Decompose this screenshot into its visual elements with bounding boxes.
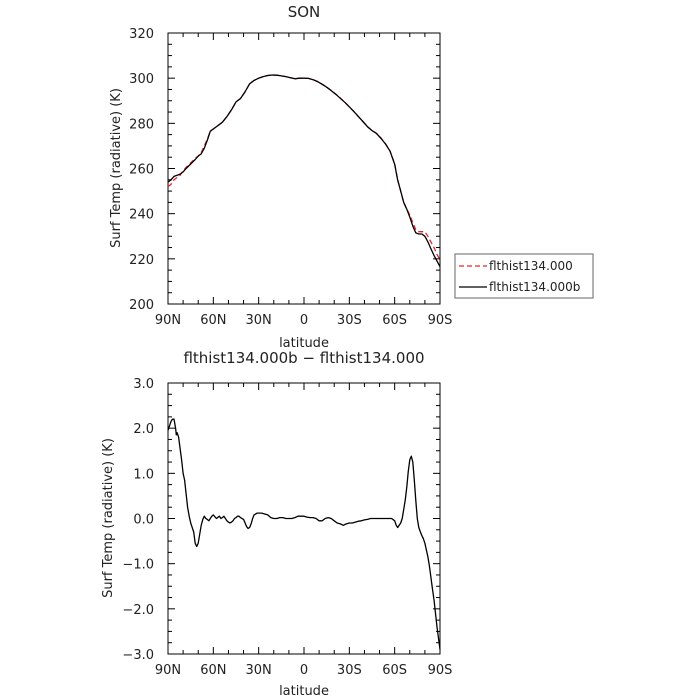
chart2-ytick-label: −3.0 xyxy=(122,648,154,663)
chart1-xtick-label: 30S xyxy=(337,313,362,328)
legend-frame xyxy=(454,253,594,299)
chart2-series-difference xyxy=(167,418,441,650)
chart2-xtick-label: 30S xyxy=(337,663,362,678)
chart1-xtick-label: 30N xyxy=(246,313,272,328)
chart2-ytick-label: −2.0 xyxy=(122,603,154,618)
chart2-xtick-label: 0 xyxy=(300,663,308,678)
chart1-ytick-label: 280 xyxy=(129,117,154,132)
chart1-ytick-label: 240 xyxy=(129,208,154,223)
chart1-ytick-label: 200 xyxy=(129,298,154,313)
chart1-xtick-label: 0 xyxy=(300,313,308,328)
chart1-ytick-label: 300 xyxy=(129,72,154,87)
chart2-ytick-label: 1.0 xyxy=(133,467,154,482)
chart2-ytick-label: 0.0 xyxy=(133,513,154,528)
chart1-legend: flthist134.000 flthist134.000b xyxy=(454,253,594,299)
chart2-xlabel: latitude xyxy=(279,684,329,699)
chart2-xtick-label: 30N xyxy=(246,663,272,678)
chart1-series-flthist134-000b xyxy=(167,74,441,268)
chart1-xtick-label: 60N xyxy=(200,313,226,328)
chart1-ylabel: Surf Temp (radiative) (K) xyxy=(109,88,124,248)
chart1-ytick-label: 320 xyxy=(129,27,154,42)
chart2-ytick-label: 3.0 xyxy=(133,377,154,392)
legend-label-flthist134-000: flthist134.000 xyxy=(489,259,573,273)
chart1-xtick-label: 60S xyxy=(382,313,407,328)
chart2-ylabel: Surf Temp (radiative) (K) xyxy=(101,438,116,598)
chart1-xlabel: latitude xyxy=(279,336,329,351)
legend-label-flthist134-000b: flthist134.000b xyxy=(489,280,580,294)
chart1-xtick-label: 90N xyxy=(155,313,181,328)
chart2-xtick-label: 90N xyxy=(155,663,181,678)
chart2-xtick-label: 60N xyxy=(200,663,226,678)
chart1-xtick-label: 90S xyxy=(428,313,453,328)
chart1-title: SON xyxy=(288,3,321,21)
chart2-xtick-label: 60S xyxy=(382,663,407,678)
chart2-xtick-label: 90S xyxy=(428,663,453,678)
chart2-title: flthist134.000b − flthist134.000 xyxy=(183,349,424,367)
chart2-ytick-label: 2.0 xyxy=(133,422,154,437)
chart1-ytick-label: 260 xyxy=(129,163,154,178)
chart2-ytick-label: −1.0 xyxy=(122,558,154,573)
chart1-ytick-label: 220 xyxy=(129,253,154,268)
